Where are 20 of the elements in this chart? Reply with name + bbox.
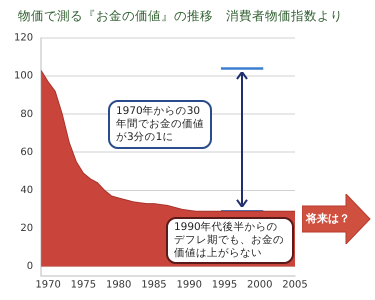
x-tick-label: 1985 [141, 280, 167, 291]
y-tick-label: 60 [20, 146, 34, 158]
y-tick-label: 40 [20, 184, 34, 196]
x-tick-label: 1990 [176, 280, 202, 291]
chart-subtitle: 消費者物価指数より [226, 8, 343, 25]
annotation: 1970年からの30年間でお金の価値が3分の1に [108, 100, 212, 149]
y-tick-label: 80 [20, 108, 34, 120]
chart-title: 物価で測る『お金の価値』の推移 [18, 8, 213, 25]
y-tick-label: 120 [14, 32, 34, 44]
x-tick-label: 1980 [106, 280, 132, 291]
text: 将来は？ [306, 211, 350, 226]
x-tick-label: 2005 [282, 280, 308, 291]
y-tick-label: 0 [26, 261, 34, 272]
x-tick-label: 1995 [212, 280, 238, 291]
x-tick-label: 2000 [247, 280, 272, 291]
y-tick-label: 20 [20, 222, 34, 234]
x-tick-label: 1970 [35, 280, 61, 291]
annotation: 1990年代後半からのデフレ期でも、お金の価値は上がらない [166, 217, 294, 264]
x-tick-label: 1975 [70, 280, 96, 291]
y-tick-label: 100 [14, 70, 34, 82]
